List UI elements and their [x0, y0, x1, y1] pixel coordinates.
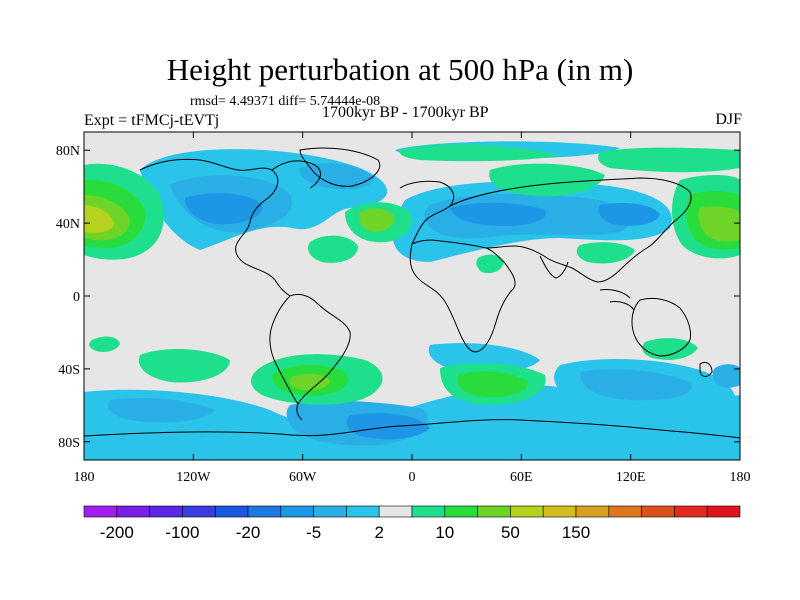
colorbar-box — [542, 505, 577, 518]
map-plot: 80N 40N 0 40S 80S 180 120W 60W 0 60E 120E 180 — [56, 131, 751, 485]
colorbar-label: -100 — [165, 523, 199, 542]
colorbar: -200 -100 -20 -5 2 10 50 150 — [83, 505, 741, 542]
australia-coast — [631, 297, 691, 357]
pacific-west-positive — [84, 163, 740, 260]
new-zealand-coast — [699, 361, 713, 377]
colorbar-box — [444, 505, 478, 518]
antarctica-coast — [84, 419, 740, 439]
colorbar-box — [313, 505, 347, 518]
india-coast — [539, 255, 569, 279]
lon-tick-label: 60W — [289, 470, 317, 485]
colorbar-label: -200 — [100, 523, 134, 542]
colorbar-box — [608, 505, 642, 518]
greenland-coast — [299, 147, 381, 187]
axis-layer: 80N 40N 0 40S 80S 180 120W 60W 0 60E 120E 180 — [56, 132, 751, 485]
season-label: DJF — [715, 111, 742, 128]
colorbar-box — [182, 505, 216, 518]
lat-tick-label: 40N — [56, 217, 80, 232]
colorbar-box — [346, 505, 380, 518]
lat-tick-label: 40S — [58, 363, 80, 378]
contour-fill-layer — [84, 141, 740, 460]
colorbar-box — [280, 505, 314, 518]
southern-hemisphere-positive — [138, 338, 740, 405]
lon-tick-label: 120W — [176, 470, 211, 485]
north-america-coast — [139, 158, 291, 297]
lon-tick-label: 120E — [616, 470, 646, 485]
colorbar-box — [149, 505, 183, 518]
lat-tick-label: 0 — [73, 290, 80, 305]
experiment-label: Expt = tFMCj-tEVTj — [84, 112, 220, 129]
stats-text: rmsd= 4.49371 diff= 5.74444e-08 — [190, 94, 381, 109]
indonesia-coast — [599, 289, 635, 311]
colorbar-box — [477, 505, 511, 518]
colorbar-box — [116, 505, 150, 518]
tropics-positive — [89, 242, 635, 352]
asia-coast — [449, 177, 692, 283]
lon-tick-label: 180 — [74, 470, 95, 485]
north-atlantic-positive — [308, 202, 413, 263]
colorbar-box — [411, 505, 446, 518]
colorbar-box — [247, 505, 282, 518]
arctic-positive — [399, 144, 740, 197]
colorbar-label: 150 — [562, 523, 590, 542]
lat-tick-label: 80S — [58, 436, 80, 451]
colorbar-label: -20 — [236, 523, 261, 542]
colorbar-box — [214, 505, 249, 518]
africa-coast — [409, 239, 516, 353]
lon-tick-label: 0 — [409, 470, 416, 485]
colorbar-box — [378, 505, 413, 518]
colorbar-box — [83, 505, 118, 518]
map-title: Height perturbation at 500 hPa (in m) — [166, 52, 634, 87]
colorbar-box — [706, 505, 741, 518]
southern-ocean-negative — [84, 343, 740, 460]
lon-tick-label: 180 — [730, 470, 751, 485]
colorbar-box — [641, 505, 675, 518]
north-pacific-atlantic-negative — [140, 149, 388, 250]
hudson-bay-coast — [271, 160, 321, 189]
colorbar-box — [575, 505, 610, 518]
colorbar-label: -5 — [306, 523, 321, 542]
south-america-coast — [289, 293, 351, 421]
period-label: 1700kyr BP - 1700kyr BP — [322, 104, 489, 121]
lon-tick-label: 60E — [510, 470, 533, 485]
south-america-west-coast — [269, 295, 299, 405]
lat-tick-label: 80N — [56, 144, 80, 159]
colorbar-label: 2 — [374, 523, 383, 542]
colorbar-label: 10 — [435, 523, 454, 542]
colorbar-box — [510, 505, 544, 518]
colorbar-label: 50 — [501, 523, 520, 542]
colorbar-box — [674, 505, 708, 518]
coastline-layer — [84, 147, 740, 439]
